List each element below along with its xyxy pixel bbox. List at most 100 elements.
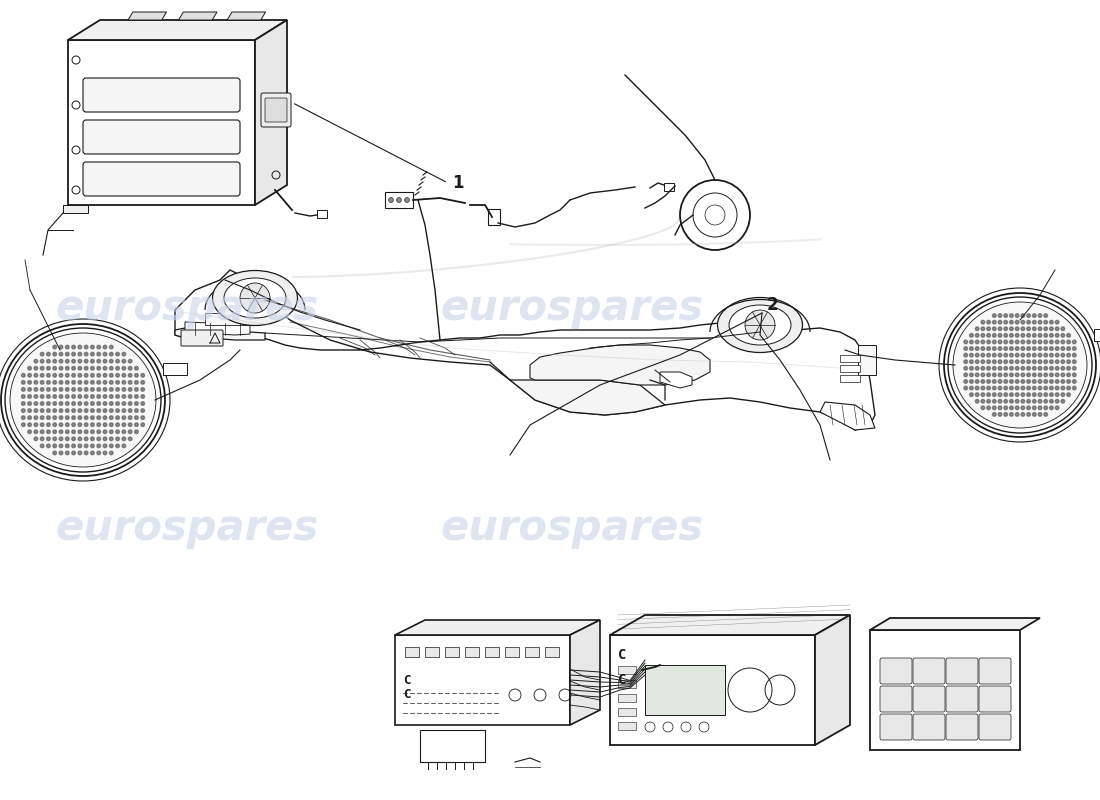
Circle shape xyxy=(46,409,51,412)
Bar xyxy=(840,355,860,362)
Ellipse shape xyxy=(729,305,791,345)
Circle shape xyxy=(53,359,56,363)
Circle shape xyxy=(28,366,32,370)
Circle shape xyxy=(90,346,95,349)
Circle shape xyxy=(1026,340,1031,344)
Circle shape xyxy=(1021,346,1025,350)
Circle shape xyxy=(134,430,139,434)
Circle shape xyxy=(85,374,88,377)
FancyBboxPatch shape xyxy=(979,714,1011,740)
FancyBboxPatch shape xyxy=(913,658,945,684)
Circle shape xyxy=(992,373,997,377)
Circle shape xyxy=(110,359,113,363)
Circle shape xyxy=(1072,380,1076,383)
Circle shape xyxy=(103,444,107,448)
Circle shape xyxy=(116,381,120,384)
Circle shape xyxy=(1033,360,1036,363)
Circle shape xyxy=(28,402,32,406)
Text: eurospares: eurospares xyxy=(55,507,319,549)
Circle shape xyxy=(85,388,88,391)
Circle shape xyxy=(122,366,125,370)
Circle shape xyxy=(1026,380,1031,383)
Circle shape xyxy=(1044,413,1047,416)
Circle shape xyxy=(998,360,1002,363)
Circle shape xyxy=(998,340,1002,344)
Circle shape xyxy=(1021,360,1025,363)
Circle shape xyxy=(97,359,100,363)
Circle shape xyxy=(141,402,144,406)
Circle shape xyxy=(78,388,81,391)
Circle shape xyxy=(41,416,44,419)
Circle shape xyxy=(46,388,51,391)
Circle shape xyxy=(110,352,113,356)
Circle shape xyxy=(41,444,44,448)
Circle shape xyxy=(1062,340,1065,344)
Circle shape xyxy=(53,444,56,448)
Circle shape xyxy=(78,437,81,441)
Circle shape xyxy=(53,381,56,384)
Circle shape xyxy=(1055,320,1059,324)
Circle shape xyxy=(1015,320,1019,324)
Circle shape xyxy=(85,366,88,370)
Circle shape xyxy=(1044,406,1047,410)
Circle shape xyxy=(22,409,25,412)
FancyBboxPatch shape xyxy=(913,686,945,712)
Circle shape xyxy=(1010,360,1013,363)
Circle shape xyxy=(85,416,88,419)
Polygon shape xyxy=(68,20,287,40)
Circle shape xyxy=(90,416,95,419)
Circle shape xyxy=(1055,393,1059,397)
Circle shape xyxy=(46,402,51,406)
Circle shape xyxy=(976,334,979,337)
Circle shape xyxy=(1038,354,1042,357)
Circle shape xyxy=(1026,406,1031,410)
Circle shape xyxy=(72,388,76,391)
Circle shape xyxy=(1044,393,1047,397)
Circle shape xyxy=(141,416,144,419)
Circle shape xyxy=(72,352,76,356)
Bar xyxy=(840,375,860,382)
Circle shape xyxy=(1026,399,1031,403)
Circle shape xyxy=(103,402,107,406)
Circle shape xyxy=(90,352,95,356)
FancyBboxPatch shape xyxy=(182,330,223,346)
Circle shape xyxy=(116,416,120,419)
Polygon shape xyxy=(175,270,874,430)
Circle shape xyxy=(53,416,56,419)
Circle shape xyxy=(90,374,95,377)
Circle shape xyxy=(992,354,997,357)
Circle shape xyxy=(116,374,120,377)
Circle shape xyxy=(116,388,120,391)
Circle shape xyxy=(97,366,100,370)
Circle shape xyxy=(1055,327,1059,330)
Circle shape xyxy=(41,409,44,412)
FancyBboxPatch shape xyxy=(658,657,682,675)
Circle shape xyxy=(116,444,120,448)
FancyBboxPatch shape xyxy=(265,98,287,122)
Circle shape xyxy=(1055,340,1059,344)
Circle shape xyxy=(1067,366,1070,370)
Polygon shape xyxy=(610,635,815,745)
Circle shape xyxy=(97,402,100,406)
Circle shape xyxy=(1072,386,1076,390)
Polygon shape xyxy=(610,615,850,635)
Circle shape xyxy=(1055,399,1059,403)
Circle shape xyxy=(34,388,37,391)
Circle shape xyxy=(110,346,113,349)
Bar xyxy=(420,730,485,762)
Circle shape xyxy=(998,354,1002,357)
Circle shape xyxy=(1010,406,1013,410)
Circle shape xyxy=(110,416,113,419)
Circle shape xyxy=(90,402,95,406)
Circle shape xyxy=(85,444,88,448)
Circle shape xyxy=(41,352,44,356)
Polygon shape xyxy=(870,630,1020,750)
Circle shape xyxy=(1062,373,1065,377)
Circle shape xyxy=(110,437,113,441)
Circle shape xyxy=(1004,386,1008,390)
Circle shape xyxy=(1067,340,1070,344)
Circle shape xyxy=(1015,393,1019,397)
Bar xyxy=(544,647,559,657)
Circle shape xyxy=(1072,360,1076,363)
Circle shape xyxy=(981,327,984,330)
